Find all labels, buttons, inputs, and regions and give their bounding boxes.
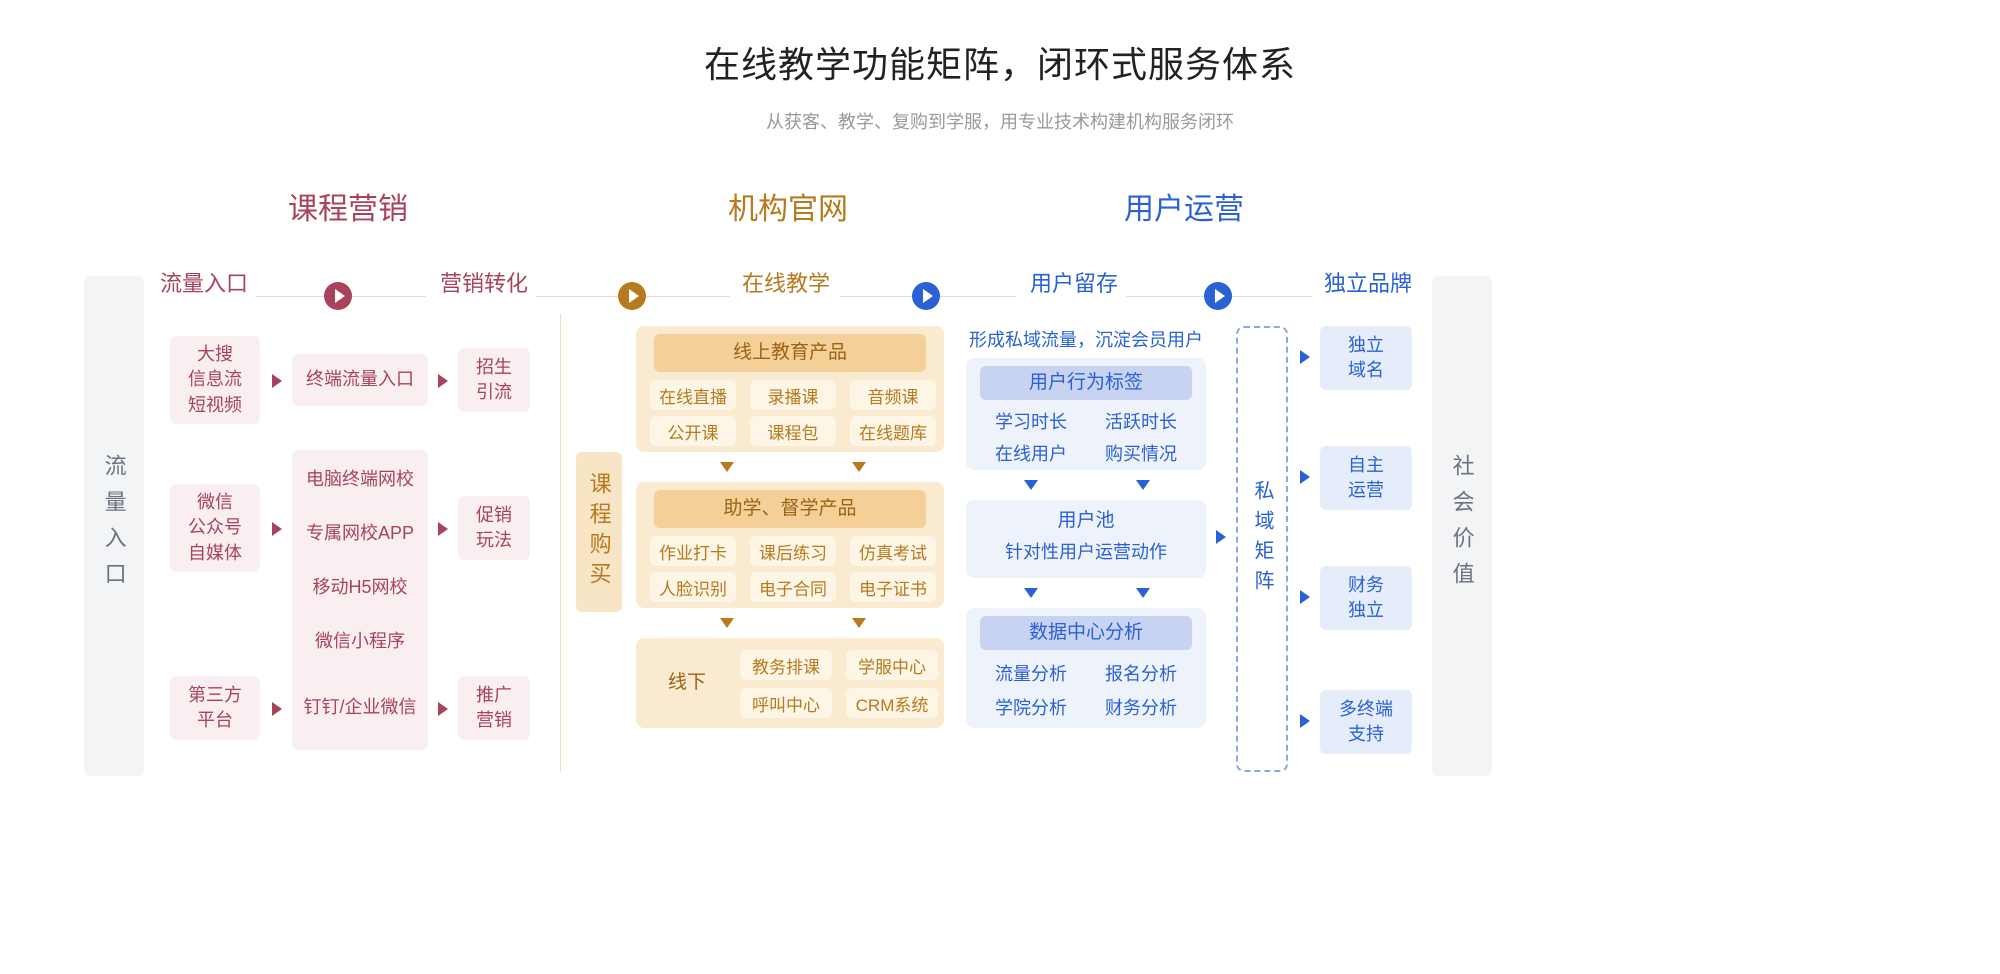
section-titles: 课程营销 机构官网 用户运营: [0, 184, 2000, 234]
pool-sub: 针对性用户运营动作: [966, 538, 1206, 568]
chevron-right-icon: [438, 374, 448, 388]
chevron-down-icon: [852, 618, 866, 628]
chip: 电子合同: [750, 572, 836, 602]
chip: 公开课: [650, 416, 736, 446]
chevron-down-icon: [1136, 480, 1150, 490]
entry-block: 大搜 信息流 短视频: [170, 336, 260, 424]
chip: 教务排课: [740, 650, 832, 680]
chip: 在线题库: [850, 416, 936, 446]
tag-item: 在线用户: [995, 440, 1067, 466]
chip: CRM系统: [846, 688, 938, 718]
section-marketing: 课程营销: [288, 184, 408, 228]
terminal-item: 电脑终端网校: [292, 460, 428, 500]
analysis-item: 财务分析: [1105, 694, 1177, 720]
chevron-down-icon: [1024, 588, 1038, 598]
terminal-block: 终端流量入口: [292, 354, 428, 406]
brand-block: 多终端 支持: [1320, 690, 1412, 754]
operation-note: 形成私域流量，沉淀会员用户: [962, 326, 1210, 356]
tag-item: 学习时长: [995, 408, 1067, 434]
page-title: 在线教学功能矩阵，闭环式服务体系: [0, 0, 2000, 88]
analysis-item: 学院分析: [995, 694, 1067, 720]
chip: 人脸识别: [650, 572, 736, 602]
chip: 课后练习: [750, 536, 836, 566]
arrow-circle-icon: [618, 282, 646, 310]
right-bar: 社会价值: [1432, 276, 1492, 776]
divider: [560, 314, 561, 772]
stage-5: 独立品牌: [1324, 266, 1412, 298]
chevron-right-icon: [438, 702, 448, 716]
stage-row: 流量入口 营销转化 在线教学 用户留存 独立品牌: [0, 266, 2000, 326]
arrow-circle-icon: [1204, 282, 1232, 310]
arrow-circle-icon: [912, 282, 940, 310]
section-official: 机构官网: [728, 184, 848, 228]
chevron-right-icon: [272, 374, 282, 388]
entry-block: 第三方 平台: [170, 676, 260, 740]
stage-2: 营销转化: [440, 266, 528, 298]
chevron-right-icon: [272, 702, 282, 716]
panel-title: 助学、督学产品: [654, 490, 926, 528]
chevron-right-icon: [1300, 714, 1310, 728]
chevron-down-icon: [1136, 588, 1150, 598]
section-operation: 用户运营: [1124, 184, 1244, 228]
chip: 课程包: [750, 416, 836, 446]
stage-3: 在线教学: [742, 266, 830, 298]
chip: 作业打卡: [650, 536, 736, 566]
left-bar: 流量入口: [84, 276, 144, 776]
conv-block: 促销 玩法: [458, 496, 530, 560]
chevron-down-icon: [720, 462, 734, 472]
analysis-item: 流量分析: [995, 660, 1067, 686]
chevron-right-icon: [1300, 590, 1310, 604]
tag-item: 活跃时长: [1105, 408, 1177, 434]
conv-block: 推广 营销: [458, 676, 530, 740]
panel-title: 线下: [648, 638, 726, 728]
panel-title: 用户行为标签: [980, 366, 1192, 400]
chip: 呼叫中心: [740, 688, 832, 718]
chevron-right-icon: [1300, 470, 1310, 484]
chevron-right-icon: [1300, 350, 1310, 364]
chip: 电子证书: [850, 572, 936, 602]
chevron-down-icon: [852, 462, 866, 472]
brand-block: 财务 独立: [1320, 566, 1412, 630]
terminal-item: 移动H5网校: [292, 568, 428, 608]
brand-block: 独立 域名: [1320, 326, 1412, 390]
chip: 音频课: [850, 380, 936, 410]
terminal-item: 专属网校APP: [292, 514, 428, 554]
terminal-item: 钉钉/企业微信: [292, 688, 428, 728]
chevron-right-icon: [438, 522, 448, 536]
panel-title: 线上教育产品: [654, 334, 926, 372]
chip: 学服中心: [846, 650, 938, 680]
conv-block: 招生 引流: [458, 348, 530, 412]
chip: 录播课: [750, 380, 836, 410]
page-subtitle: 从获客、教学、复购到学服，用专业技术构建机构服务闭环: [0, 108, 2000, 134]
chevron-right-icon: [272, 522, 282, 536]
chevron-right-icon: [1216, 530, 1226, 544]
panel-title: 数据中心分析: [980, 616, 1192, 650]
chip: 在线直播: [650, 380, 736, 410]
stage-1: 流量入口: [160, 266, 248, 298]
tag-item: 购买情况: [1105, 440, 1177, 466]
brand-block: 自主 运营: [1320, 446, 1412, 510]
entry-block: 微信 公众号 自媒体: [170, 484, 260, 572]
chevron-down-icon: [1024, 480, 1038, 490]
arrow-circle-icon: [324, 282, 352, 310]
chevron-down-icon: [720, 618, 734, 628]
chip: 仿真考试: [850, 536, 936, 566]
matrix-bar: 私域矩阵: [1236, 460, 1288, 620]
analysis-item: 报名分析: [1105, 660, 1177, 686]
pool-title: 用户池: [966, 506, 1206, 536]
terminal-item: 微信小程序: [292, 622, 428, 662]
stage-4: 用户留存: [1030, 266, 1118, 298]
purchase-bar: 课程购买: [576, 452, 622, 612]
